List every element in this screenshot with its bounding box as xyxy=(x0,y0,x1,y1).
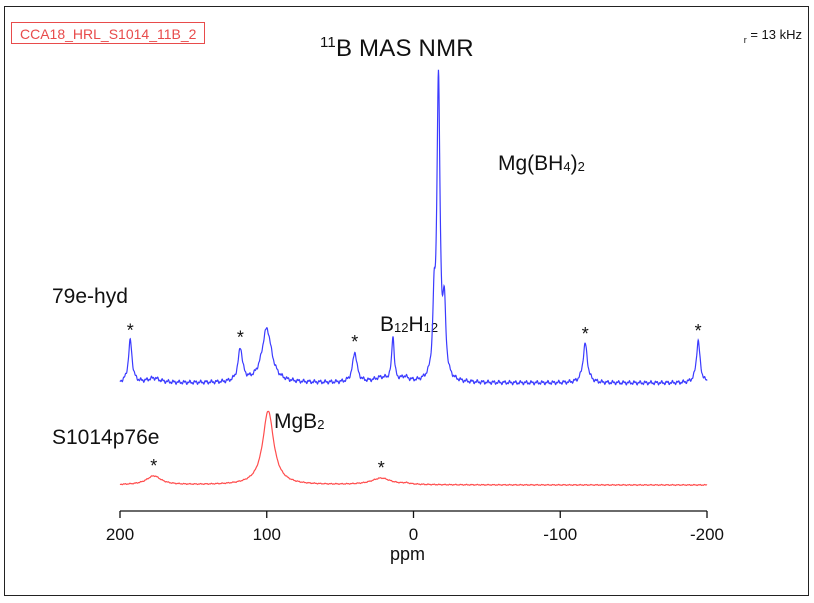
sideband-marker-0-1: * xyxy=(237,327,244,347)
sample-id-text: CCA18_HRL_S1014_11B_2 xyxy=(20,26,197,42)
chart-title: 11B MAS NMR xyxy=(320,34,474,63)
label-b12h12-sub2: 12 xyxy=(423,320,439,335)
x-tick-label-4: -200 xyxy=(690,525,724,544)
title-text: B MAS NMR xyxy=(335,35,474,62)
label-mgb2: MgB2 xyxy=(274,410,324,434)
figure-frame xyxy=(4,6,809,596)
x-tick-label-2: 0 xyxy=(409,525,418,544)
sideband-marker-0-4: * xyxy=(695,321,702,341)
spin-rate: r = 13 kHz xyxy=(743,27,802,45)
sideband-marker-0-2: * xyxy=(351,332,358,352)
label-top-series: 79e-hyd xyxy=(52,285,128,308)
x-tick-label-0: 200 xyxy=(106,525,134,544)
label-mgbh4-sub1: 4 xyxy=(563,159,571,174)
sideband-marker-1-0: * xyxy=(150,456,157,476)
label-b12h12-sub1: 12 xyxy=(394,320,409,335)
label-bottom-series: S1014p76e xyxy=(52,426,160,449)
spin-rate-text: = 13 kHz xyxy=(750,27,802,42)
sideband-marker-0-0: * xyxy=(127,320,134,340)
sample-id-badge: CCA18_HRL_S1014_11B_2 xyxy=(11,22,206,44)
label-b12h12: B12H12 xyxy=(380,313,438,337)
spin-rate-subscript: r xyxy=(743,35,747,45)
title-isotope: 11 xyxy=(320,34,336,51)
x-axis-label: ppm xyxy=(390,544,425,564)
sideband-marker-0-3: * xyxy=(582,324,589,344)
label-mgbh4-main: Mg(BH xyxy=(498,152,564,175)
label-mgbh4: Mg(BH4)2 xyxy=(498,152,585,176)
spectrum-top xyxy=(119,69,708,386)
label-mgb2-sub: 2 xyxy=(317,417,325,432)
x-tick-label-3: -100 xyxy=(543,525,577,544)
label-b12h12-b: B xyxy=(380,313,395,336)
x-tick-label-1: 100 xyxy=(253,525,281,544)
label-mgbh4-sub2: 2 xyxy=(577,159,585,174)
label-mgb2-main: MgB xyxy=(274,410,318,433)
label-b12h12-h: H xyxy=(408,313,424,336)
spectrum-bottom xyxy=(119,410,708,487)
label-mgbh4-close: ) xyxy=(570,152,578,175)
sideband-marker-1-1: * xyxy=(378,458,385,478)
